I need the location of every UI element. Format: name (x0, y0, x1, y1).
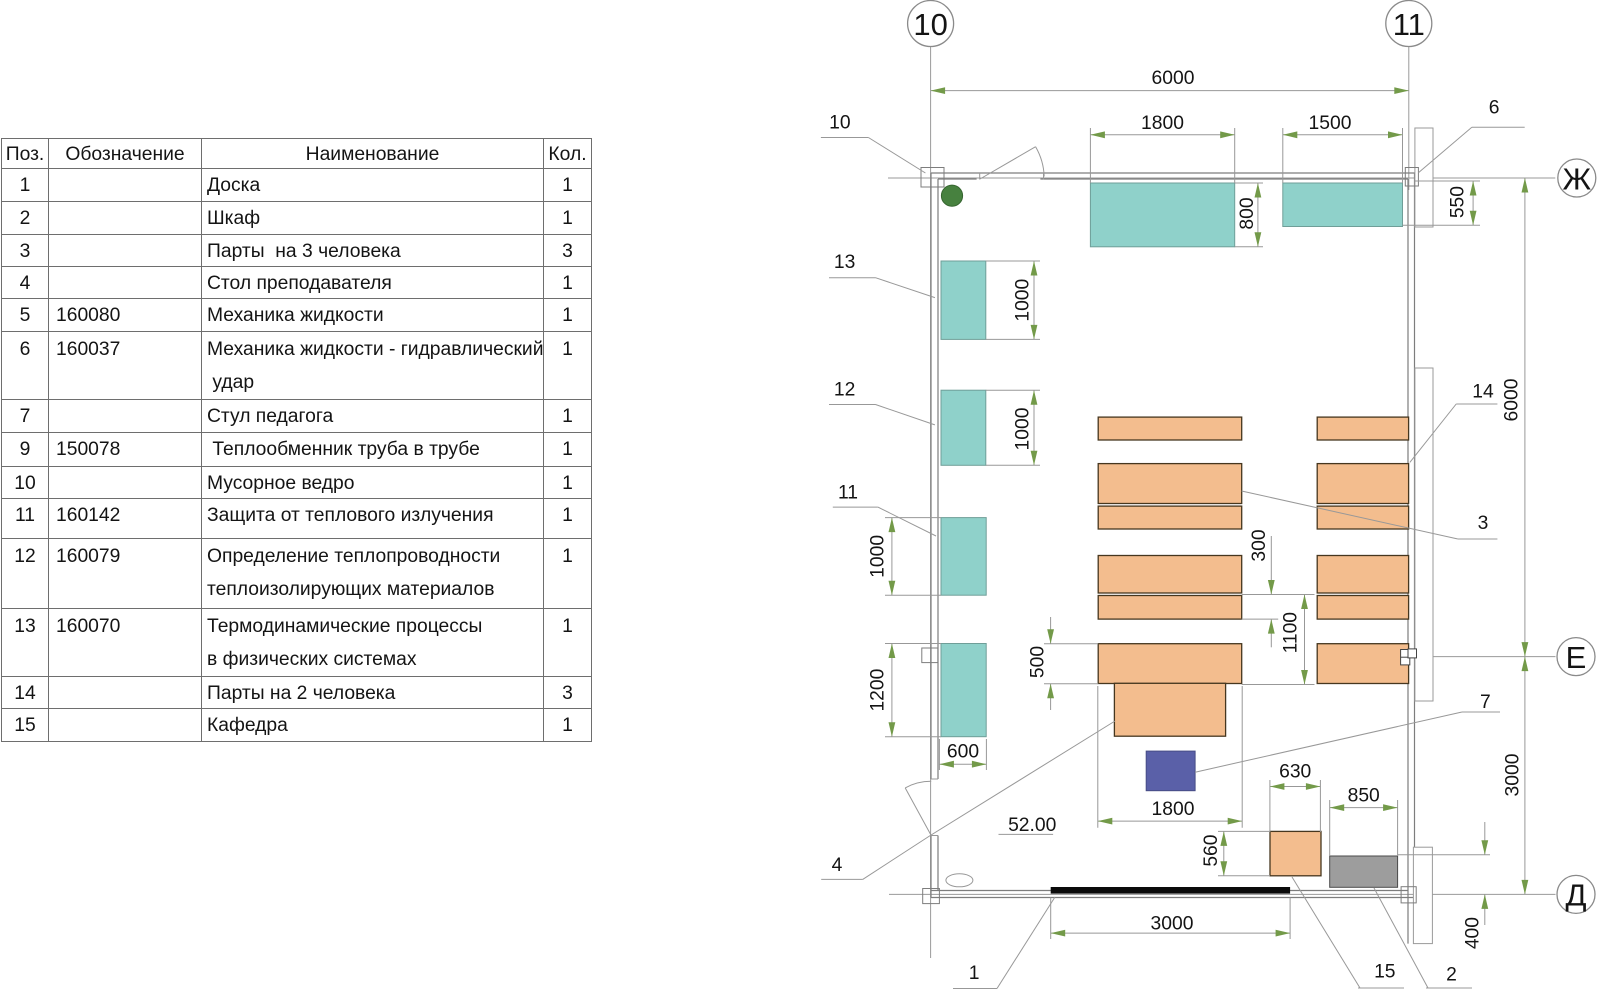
svg-text:1500: 1500 (1309, 113, 1352, 134)
svg-text:Д: Д (1566, 878, 1587, 913)
svg-text:1800: 1800 (1141, 113, 1184, 134)
svg-text:7: 7 (1480, 692, 1491, 713)
svg-text:3: 3 (1478, 513, 1489, 534)
svg-text:1000: 1000 (1012, 279, 1033, 322)
svg-text:300: 300 (1249, 529, 1270, 561)
svg-text:10: 10 (829, 113, 850, 134)
svg-text:600: 600 (947, 742, 979, 763)
svg-text:850: 850 (1348, 785, 1380, 806)
svg-text:3000: 3000 (1151, 914, 1194, 935)
svg-text:1: 1 (969, 963, 980, 984)
svg-text:10: 10 (913, 7, 947, 42)
svg-text:1200: 1200 (868, 669, 889, 712)
svg-text:15: 15 (1374, 962, 1395, 983)
svg-text:500: 500 (1027, 646, 1048, 678)
svg-text:12: 12 (834, 380, 855, 401)
svg-text:550: 550 (1448, 186, 1469, 218)
svg-text:4: 4 (832, 855, 843, 876)
svg-text:14: 14 (1472, 382, 1494, 403)
svg-text:1000: 1000 (868, 535, 889, 578)
svg-text:3000: 3000 (1502, 754, 1523, 797)
svg-text:6000: 6000 (1152, 68, 1195, 89)
svg-text:6000: 6000 (1501, 379, 1522, 422)
svg-text:800: 800 (1237, 197, 1258, 229)
svg-text:1100: 1100 (1280, 612, 1301, 653)
svg-text:1000: 1000 (1012, 408, 1033, 451)
svg-text:1800: 1800 (1152, 799, 1195, 820)
svg-text:630: 630 (1279, 762, 1311, 783)
svg-text:11: 11 (838, 483, 858, 504)
svg-text:Ж: Ж (1562, 161, 1591, 196)
svg-text:Е: Е (1566, 640, 1587, 675)
svg-text:400: 400 (1463, 917, 1484, 949)
svg-text:11: 11 (1393, 7, 1425, 42)
svg-text:560: 560 (1201, 835, 1222, 867)
svg-text:52.00: 52.00 (1008, 815, 1056, 836)
svg-text:2: 2 (1446, 964, 1457, 985)
svg-text:13: 13 (834, 252, 855, 273)
svg-text:6: 6 (1489, 98, 1500, 119)
